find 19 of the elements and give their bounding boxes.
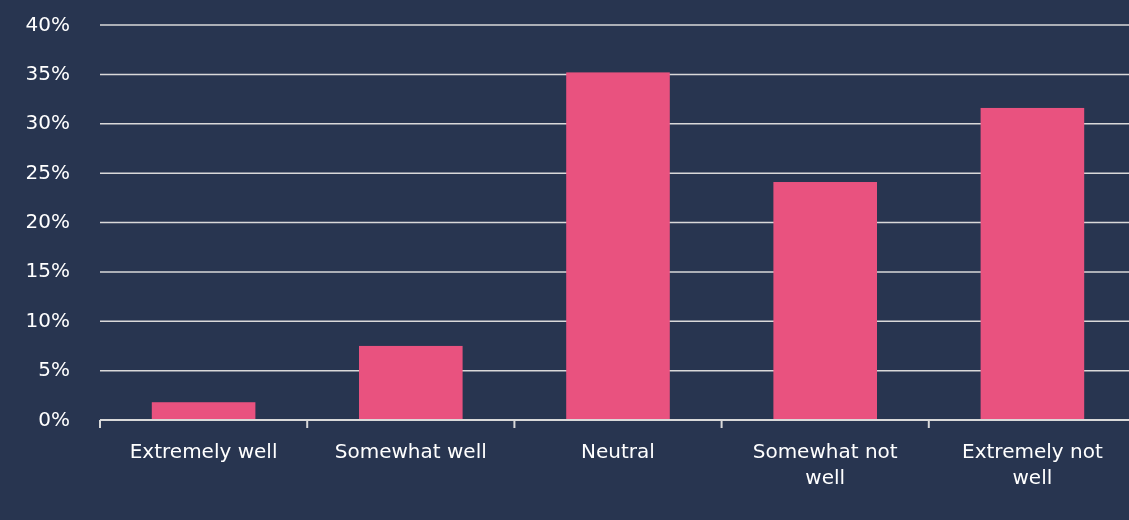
y-tick-label: 5%: [38, 357, 70, 382]
bar: [980, 107, 1085, 420]
bar: [359, 345, 463, 420]
y-tick-label: 25%: [25, 159, 70, 184]
x-tick-label: Somewhat not well: [752, 439, 898, 489]
y-tick-label: 0%: [38, 406, 70, 431]
bar: [773, 182, 877, 420]
y-tick-label: 30%: [25, 110, 70, 135]
x-tick-label: Extremely well: [129, 439, 278, 463]
x-tick-label: Neutral: [581, 439, 655, 463]
bar: [151, 402, 256, 420]
y-tick-label: 15%: [25, 258, 70, 283]
y-tick-label: 20%: [25, 209, 70, 233]
y-tick-label: 40%: [25, 11, 70, 36]
x-tick-label: Somewhat well: [334, 439, 487, 463]
x-tick-label: Extremely not well: [962, 439, 1103, 489]
y-tick-label: 35%: [25, 60, 70, 85]
y-tick-label: 10%: [25, 307, 70, 332]
bar: [566, 72, 670, 420]
